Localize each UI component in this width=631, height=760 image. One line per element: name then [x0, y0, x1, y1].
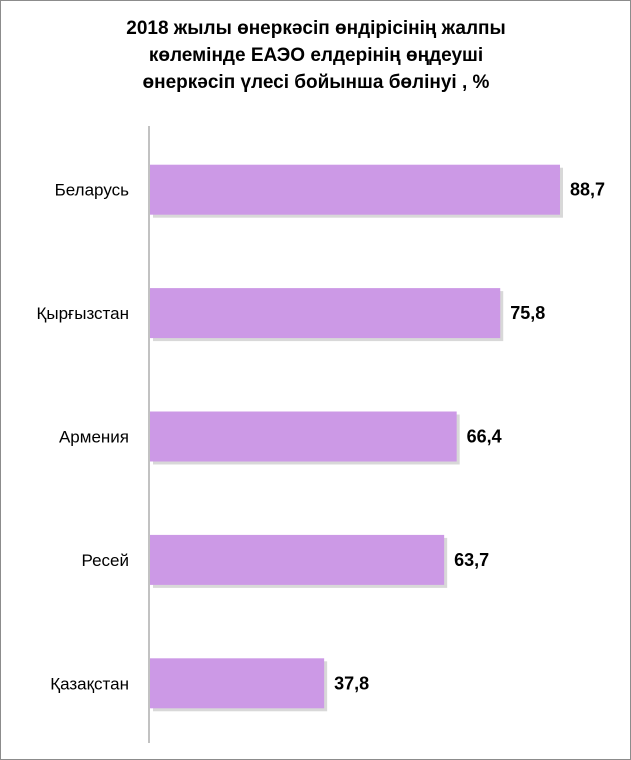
category-label: Беларусь: [55, 181, 129, 200]
bar-2: [150, 411, 457, 462]
data-label: 75,8: [510, 303, 545, 323]
bar-0: [150, 164, 560, 215]
chart-title: 2018 жылы өнеркәсіп өндірісінің жалпы кө…: [126, 18, 506, 93]
category-label: Ресей: [82, 551, 130, 570]
bar-4: [150, 658, 325, 709]
bar-1: [150, 288, 501, 339]
data-label: 66,4: [467, 427, 502, 447]
bar-3: [150, 534, 445, 585]
data-label: 37,8: [334, 673, 369, 693]
category-label: Қырғызстан: [36, 304, 129, 323]
category-label: Қазақстан: [50, 674, 129, 693]
data-label: 63,7: [454, 550, 489, 570]
data-label: 88,7: [570, 180, 605, 200]
category-label: Армения: [59, 428, 129, 447]
